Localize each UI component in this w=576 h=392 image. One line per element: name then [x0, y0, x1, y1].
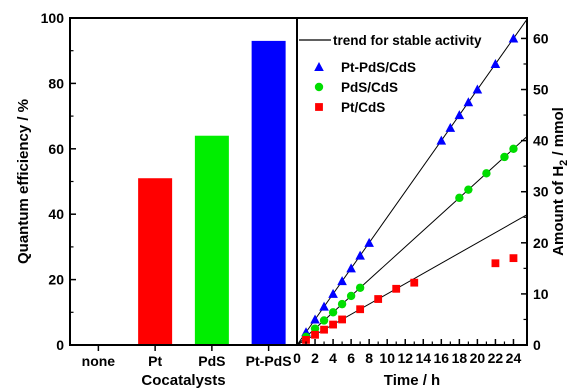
point-pt-pds-cds — [319, 301, 329, 311]
point-pds-cds — [482, 169, 491, 178]
legend-marker-pt-cds — [315, 103, 323, 111]
point-pt-cds — [356, 305, 365, 314]
point-pt-cds — [302, 335, 310, 344]
time-panel-frame — [296, 17, 528, 346]
legend-marker-pt-pds-cds — [314, 62, 324, 71]
point-pt-cds — [329, 320, 337, 329]
time-x-tick-label-4: 4 — [329, 350, 337, 366]
time-x-tick-label-16: 16 — [434, 350, 450, 366]
point-pds-cds — [319, 316, 329, 325]
x-tick-label-pt: Pt — [148, 353, 162, 369]
y-axis-title: Quantum efficiency / % — [15, 99, 32, 264]
point-pt-pds-cds — [355, 250, 365, 260]
point-pt-pds-cds — [472, 84, 483, 94]
legend-label-pt-cds: Pt/CdS — [341, 100, 385, 115]
point-pt-cds — [311, 330, 319, 339]
point-pds-cds — [500, 152, 509, 162]
point-pt-pds-cds — [445, 122, 456, 132]
h2-y-tick-label-40: 40 — [533, 133, 549, 149]
point-pds-cds — [455, 193, 464, 203]
point-pt-pds-cds — [346, 263, 356, 273]
bar-pds — [194, 135, 229, 345]
x-axis-title: Cocatalysts — [141, 372, 225, 389]
point-pds-cds — [328, 308, 338, 317]
point-pt-cds — [410, 278, 419, 287]
x-tick-label-pt-pds: Pt-PdS — [246, 353, 292, 369]
legend: trend for stable activity Pt-PdS/CdS PdS/C… — [299, 33, 482, 115]
y-tick-label-20: 20 — [48, 272, 64, 288]
legend-label-trend: trend for stable activity — [333, 33, 482, 48]
point-pt-pds-cds — [454, 110, 465, 120]
point-pt-pds-cds — [508, 33, 519, 43]
h2-y-tick-label-50: 50 — [533, 82, 549, 98]
point-pt-pds-cds — [328, 288, 338, 298]
point-pt-cds — [509, 254, 518, 263]
h2-y-tick-label-10: 10 — [533, 286, 549, 302]
y-tick-label-0: 0 — [56, 337, 64, 353]
h2-y-axis-title: Amount of H2 / mmol — [550, 107, 570, 256]
time-x-axis-title: Time / h — [384, 372, 440, 389]
time-x-tick-label-0: 0 — [293, 350, 301, 366]
point-pt-pds-cds — [337, 276, 347, 286]
h2-y-tick-label-20: 20 — [533, 235, 549, 251]
time-x-tick-label-18: 18 — [452, 350, 468, 366]
point-pds-cds — [509, 144, 518, 153]
time-x-tick-label-24: 24 — [506, 350, 522, 366]
trend-line-pt-pds-cds — [296, 18, 528, 346]
point-pds-cds — [346, 291, 356, 301]
point-pt-pds-cds — [490, 58, 501, 68]
time-x-tick-label-6: 6 — [347, 350, 355, 366]
point-pt-cds — [320, 325, 328, 334]
point-pt-cds — [338, 315, 346, 324]
legend-marker-pds-cds — [314, 82, 324, 92]
point-pds-cds — [464, 185, 473, 194]
point-pt-pds-cds — [463, 97, 474, 107]
time-x-tick-label-8: 8 — [365, 350, 373, 366]
legend-label-pt-pds-cds: Pt-PdS/CdS — [341, 60, 416, 75]
h2-y-tick-label-60: 60 — [533, 30, 549, 46]
time-x-tick-label-14: 14 — [415, 350, 431, 366]
y-tick-label-100: 100 — [41, 10, 65, 26]
time-x-tick-label-12: 12 — [397, 350, 413, 366]
y-tick-label-40: 40 — [48, 206, 64, 222]
point-pt-pds-cds — [436, 135, 447, 145]
bar-pt — [138, 178, 173, 345]
time-x-tick-label-10: 10 — [379, 350, 395, 366]
point-pt-cds — [491, 259, 500, 268]
point-pt-pds-cds — [364, 237, 374, 247]
point-pds-cds — [310, 324, 320, 333]
y-tick-label-60: 60 — [48, 141, 64, 157]
y-tick-label-80: 80 — [48, 75, 64, 91]
point-pds-cds — [337, 299, 347, 309]
point-pds-cds — [355, 283, 365, 292]
bar-chart-panel: none Pt PdS Pt-PdS020406080100CocatalystsQu… — [15, 10, 298, 389]
time-x-tick-label-2: 2 — [311, 350, 319, 366]
h2-y-tick-label-30: 30 — [533, 184, 549, 200]
x-tick-label-none: none — [82, 353, 116, 369]
point-pt-cds — [374, 295, 383, 303]
time-x-tick-label-22: 22 — [488, 350, 504, 366]
legend-label-pds-cds: PdS/CdS — [341, 80, 398, 95]
x-tick-label-pds: PdS — [198, 353, 225, 369]
time-x-tick-label-20: 20 — [470, 350, 486, 366]
point-pt-pds-cds — [310, 314, 320, 324]
bar-pt-pds — [251, 40, 286, 345]
point-pt-cds — [392, 284, 401, 293]
h2-y-tick-label-0: 0 — [533, 337, 541, 353]
